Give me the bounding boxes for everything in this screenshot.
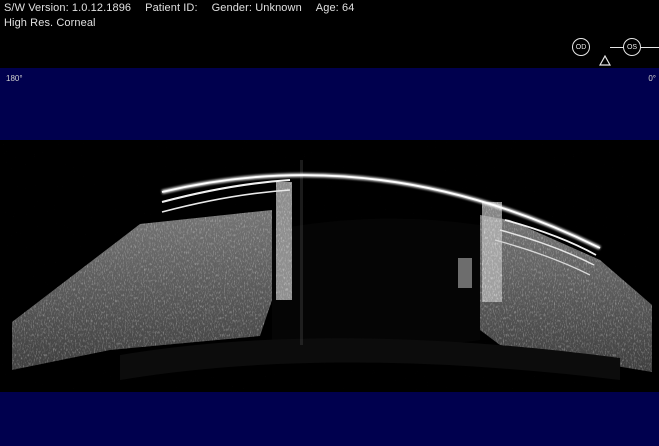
od-eye-button[interactable]: OD: [572, 38, 590, 56]
oct-scan-image: [0, 140, 659, 392]
right-angle-label: 0°: [648, 74, 656, 83]
patient-id: Patient ID:: [145, 2, 198, 14]
top-blue-band: [0, 68, 659, 140]
patient-gender: Gender: Unknown: [211, 2, 302, 14]
eye-selector: OD OS: [569, 34, 659, 68]
warning-triangle-icon: [599, 55, 611, 66]
info-header: S/W Version: 1.0.12.1896 Patient ID: Gende…: [0, 0, 659, 68]
patient-age: Age: 64: [315, 2, 355, 14]
left-angle-label: 180°: [6, 74, 23, 83]
software-version: S/W Version: 1.0.12.1896: [4, 2, 132, 14]
patient-info-line: S/W Version: 1.0.12.1896 Patient ID: Gende…: [4, 2, 368, 15]
scan-mode-label: High Res. Corneal: [4, 17, 96, 29]
bottom-blue-band: [0, 392, 659, 446]
os-eye-button[interactable]: OS: [623, 38, 641, 56]
